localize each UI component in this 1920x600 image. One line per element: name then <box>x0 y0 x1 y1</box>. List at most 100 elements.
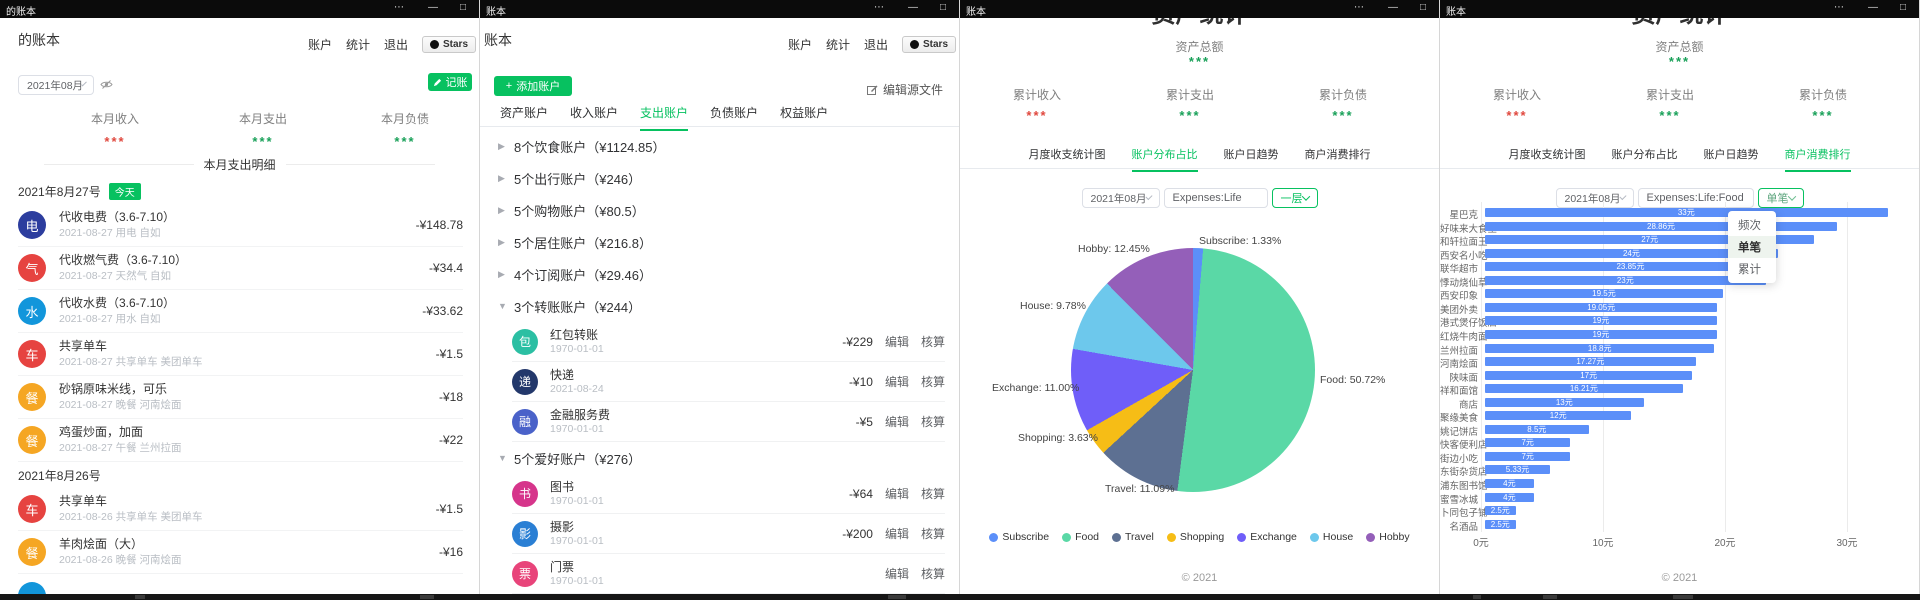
month-select[interactable]: 2021年08月 <box>18 75 94 95</box>
nav-stats[interactable]: 统计 <box>825 38 850 52</box>
gridline <box>1603 202 1604 532</box>
record-button[interactable]: 记账 <box>428 73 472 91</box>
account-group-row[interactable]: ▼ 3个转账账户（¥244） <box>480 290 959 322</box>
minimize-icon[interactable]: — <box>428 2 438 13</box>
account-title: 摄影 <box>550 520 575 534</box>
edit-link[interactable]: 编辑 <box>884 335 909 349</box>
audit-link[interactable]: 核算 <box>920 375 945 389</box>
menu-icon[interactable]: ⋯ <box>874 2 884 13</box>
dropdown-option[interactable]: 频次 <box>1738 220 1761 232</box>
transaction-title: 代收燃气费（3.6-7.10） <box>59 253 188 267</box>
eye-off-icon[interactable] <box>100 79 113 90</box>
tab-stats-0[interactable]: 月度收支统计图 <box>1508 149 1586 161</box>
tab-stats-2[interactable]: 账户日趋势 <box>1703 149 1759 161</box>
nav-accounts[interactable]: 账户 <box>307 38 332 52</box>
tab-account-1[interactable]: 收入账户 <box>570 106 619 120</box>
github-stars-button[interactable]: Stars <box>421 36 476 53</box>
minimize-icon[interactable]: — <box>1868 2 1878 13</box>
month-select[interactable]: 2021年08月 <box>1081 188 1160 208</box>
legend-item[interactable]: Travel <box>1112 531 1154 543</box>
legend-item[interactable]: Subscribe <box>989 531 1049 543</box>
bar: 33元 <box>1485 208 1888 217</box>
account-group-row[interactable]: ▼ 5个爱好账户（¥276） <box>480 442 959 474</box>
audit-link[interactable]: 核算 <box>920 567 945 581</box>
bar-value-label: 17元 <box>1580 370 1598 380</box>
mode-select[interactable]: 单笔 <box>1757 188 1804 208</box>
account-query-input[interactable]: Expenses:Life:Food <box>1637 188 1754 208</box>
transaction-subtitle: 2021-08-27 午餐 兰州拉面 <box>59 442 182 454</box>
account-group-row[interactable]: ▶ 5个购物账户（¥80.5） <box>480 194 959 226</box>
audit-link[interactable]: 核算 <box>920 527 945 541</box>
menu-icon[interactable]: ⋯ <box>1354 2 1364 13</box>
transaction-amount: -¥16 <box>438 545 463 559</box>
nav-logout[interactable]: 退出 <box>863 38 888 52</box>
maximize-icon[interactable]: □ <box>939 2 947 13</box>
legend-item[interactable]: Shopping <box>1166 531 1224 543</box>
minimize-icon[interactable]: — <box>1388 2 1398 13</box>
tab-account-0[interactable]: 资产账户 <box>500 106 549 120</box>
legend-item[interactable]: Hobby <box>1366 531 1410 543</box>
tab-stats-1[interactable]: 账户分布占比 <box>1611 149 1678 161</box>
window-titlebar[interactable]: 账本 ⋯ — □ <box>960 0 1439 18</box>
maximize-icon[interactable]: □ <box>1899 2 1907 13</box>
menu-icon[interactable]: ⋯ <box>394 2 404 13</box>
nav-stats[interactable]: 统计 <box>345 38 370 52</box>
bar: 13元 <box>1485 397 1644 407</box>
edit-link[interactable]: 编辑 <box>884 567 909 581</box>
audit-link[interactable]: 核算 <box>920 487 945 501</box>
account-group-row[interactable]: ▶ 8个饮食账户（¥1124.85） <box>480 130 959 162</box>
month-select[interactable]: 2021年08月 <box>1555 188 1634 208</box>
level-select[interactable]: 一层 <box>1271 188 1318 208</box>
edit-source-button[interactable]: 编辑源文件 <box>866 81 943 98</box>
legend-item[interactable]: Food <box>1062 531 1099 543</box>
bar-value-label: 5.33元 <box>1505 465 1530 475</box>
window-titlebar[interactable]: 账本 ⋯ — □ <box>1440 0 1919 18</box>
transaction-title: 共享单车 <box>59 339 108 353</box>
audit-link[interactable]: 核算 <box>920 335 945 349</box>
nav-accounts[interactable]: 账户 <box>787 38 812 52</box>
edit-link[interactable]: 编辑 <box>884 487 909 501</box>
taskbar[interactable] <box>0 594 1920 600</box>
tab-stats-0[interactable]: 月度收支统计图 <box>1028 149 1106 161</box>
edit-link[interactable]: 编辑 <box>884 527 909 541</box>
account-text: 门票 1970-01-01 <box>550 560 604 587</box>
transaction-row: 车共享单车 2021-08-26 共享单车 美团单车 -¥1.5 <box>18 488 463 531</box>
bar: 2.5元 <box>1485 519 1516 529</box>
tab-stats-1[interactable]: 账户分布占比 <box>1131 146 1198 172</box>
window-titlebar[interactable]: 账本 ⋯ — □ <box>480 0 959 18</box>
account-group-label: 8个饮食账户（¥1124.85） <box>514 139 666 155</box>
account-group-row[interactable]: ▶ 4个订阅账户（¥29.46） <box>480 258 959 290</box>
edit-link[interactable]: 编辑 <box>884 415 909 429</box>
bar-value-label: 24元 <box>1622 248 1640 258</box>
tab-stats-2[interactable]: 账户日趋势 <box>1223 149 1279 161</box>
legend-item[interactable]: House <box>1309 531 1353 543</box>
dropdown-option[interactable]: 单笔 <box>1728 236 1776 258</box>
edit-link[interactable]: 编辑 <box>884 375 909 389</box>
bar: 24元 <box>1485 248 1778 258</box>
maximize-icon[interactable]: □ <box>1419 2 1427 13</box>
bar-category-label: 祥和面馆 <box>1440 386 1479 398</box>
menu-icon[interactable]: ⋯ <box>1834 2 1844 13</box>
account-query-input[interactable]: Expenses:Life <box>1163 188 1268 208</box>
minimize-icon[interactable]: — <box>908 2 918 13</box>
tab-account-4[interactable]: 权益账户 <box>780 106 829 120</box>
window-titlebar[interactable]: 的账本 ⋯ — □ <box>0 0 479 18</box>
legend-item[interactable]: Exchange <box>1237 531 1297 543</box>
tab-stats-3[interactable]: 商户消费排行 <box>1304 149 1371 161</box>
maximize-icon[interactable]: □ <box>459 2 467 13</box>
legend-dot-icon <box>1062 532 1072 542</box>
account-group-row[interactable]: ▶ 5个居住账户（¥216.8） <box>480 226 959 258</box>
tab-account-3[interactable]: 负债账户 <box>710 106 759 120</box>
dropdown-option[interactable]: 累计 <box>1738 264 1761 276</box>
github-stars-button[interactable]: Stars <box>901 36 956 53</box>
tab-stats-3[interactable]: 商户消费排行 <box>1784 146 1851 172</box>
mode-dropdown-menu: 频次 单笔 累计 <box>1728 211 1776 283</box>
tab-account-2[interactable]: 支出账户 <box>640 104 689 131</box>
account-group-row[interactable]: ▶ 5个出行账户（¥246） <box>480 162 959 194</box>
add-account-button[interactable]: + 添加账户 <box>494 76 572 96</box>
account-text: 摄影 1970-01-01 <box>550 520 604 547</box>
account-title: 金融服务费 <box>550 408 611 422</box>
audit-link[interactable]: 核算 <box>920 415 945 429</box>
nav-logout[interactable]: 退出 <box>383 38 408 52</box>
bar: 17.27元 <box>1485 357 1696 367</box>
